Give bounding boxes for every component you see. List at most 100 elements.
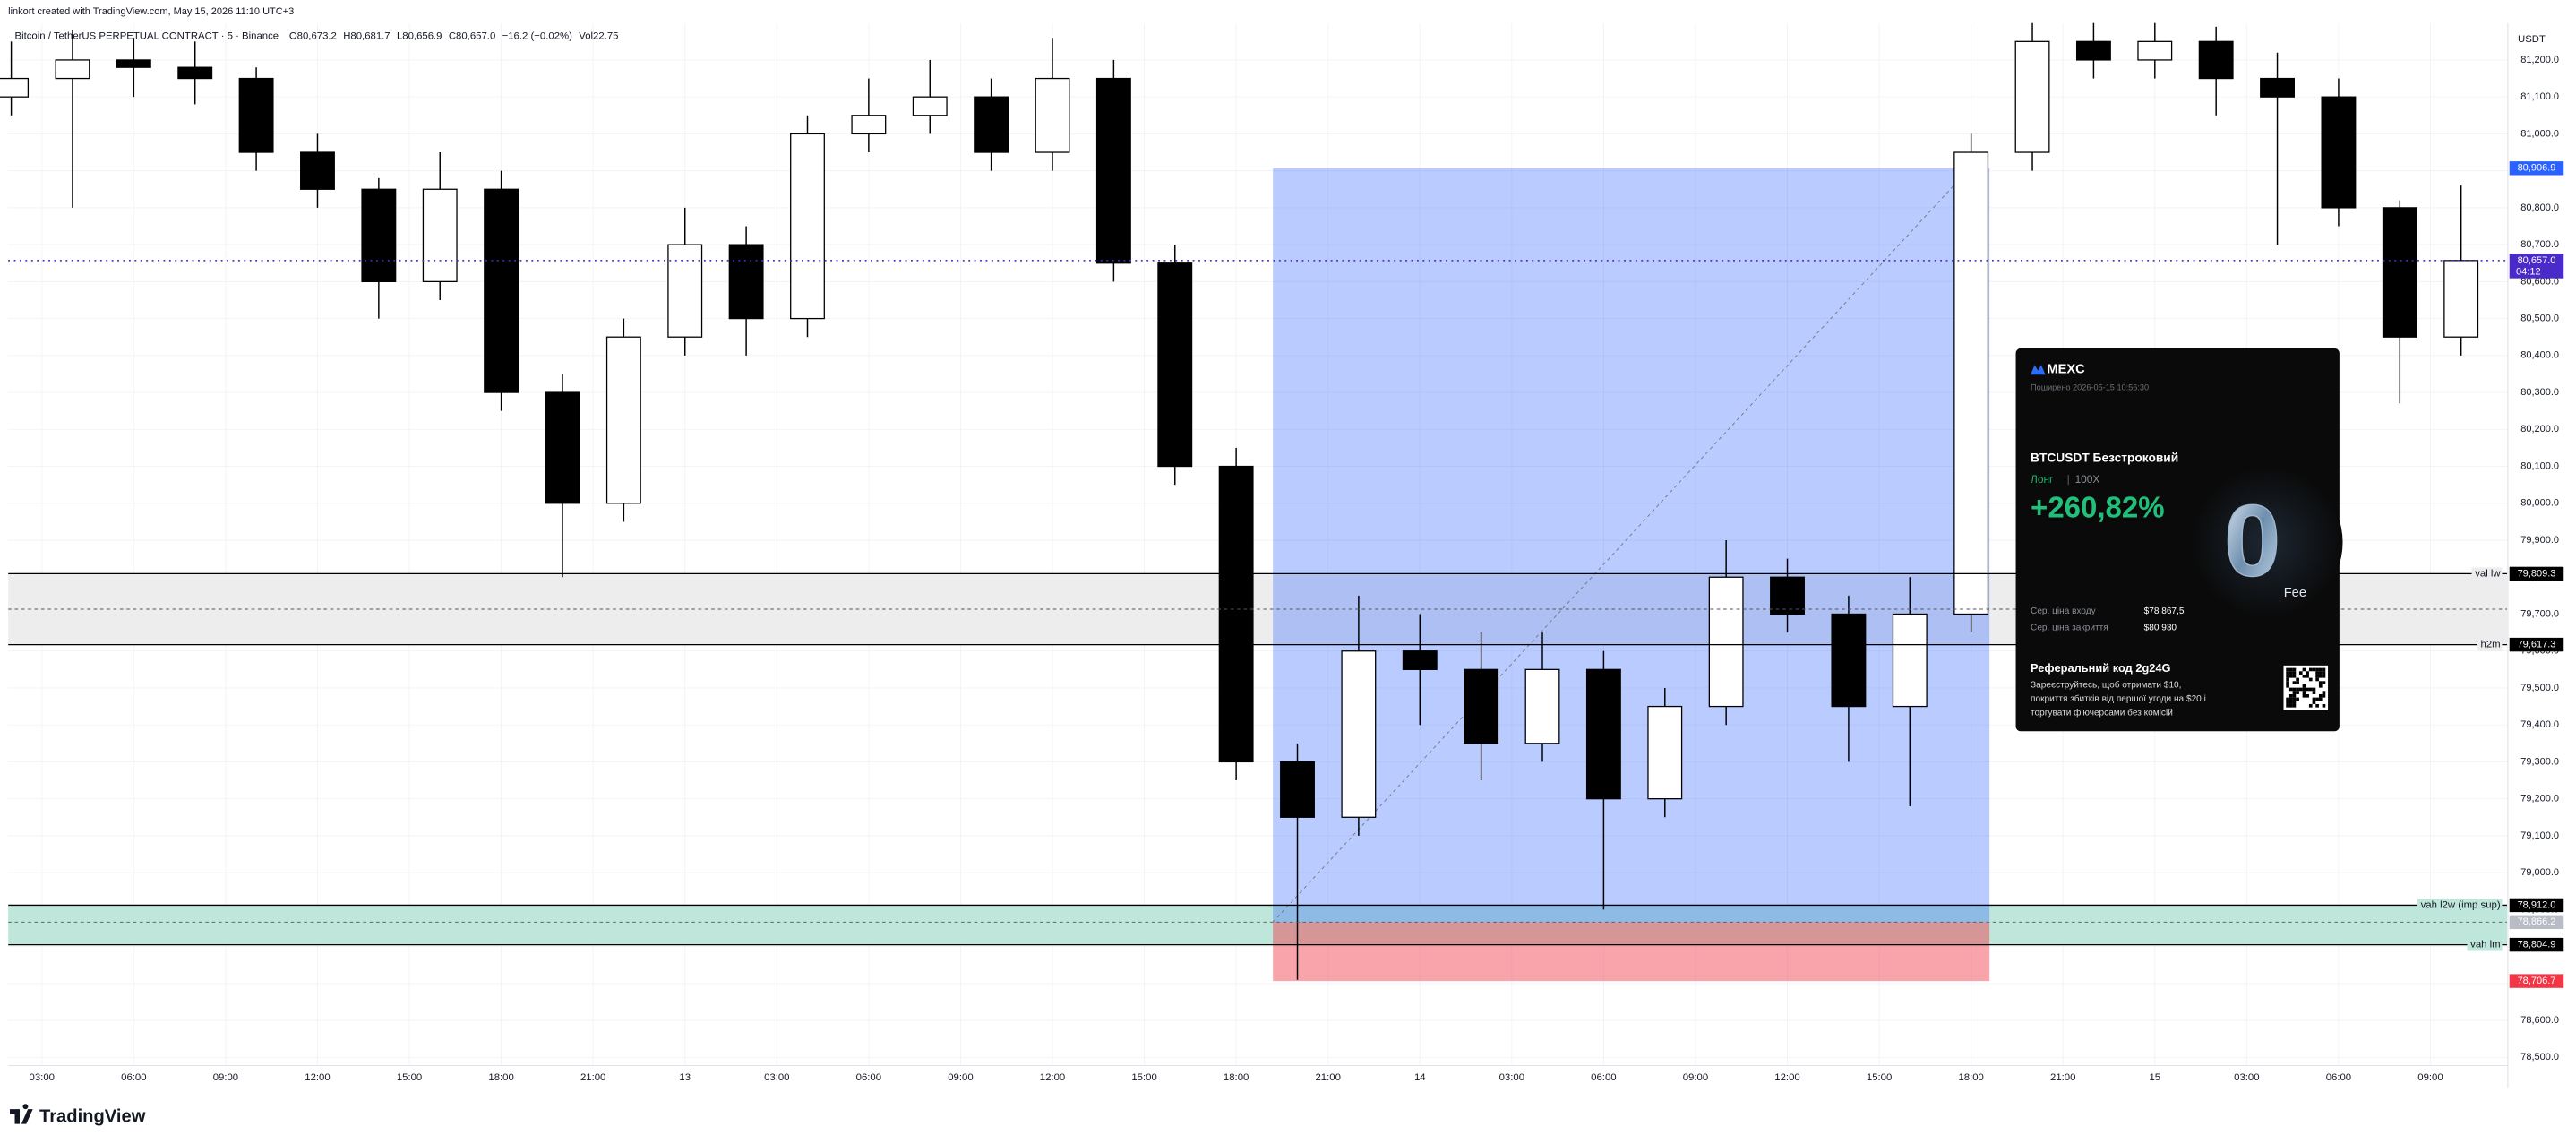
candle-body (790, 133, 825, 320)
qr-cell (2308, 667, 2313, 672)
card-side: Лонг (2031, 473, 2053, 486)
qr-cell (2302, 684, 2306, 688)
qr-cell (2292, 667, 2297, 672)
qr-cell (2315, 667, 2319, 672)
y-tick-label: 79,200.0 (2520, 794, 2559, 804)
level-label: val lw (2475, 568, 2501, 579)
candle-body (55, 59, 90, 80)
footer-logo: TradingView (10, 1104, 146, 1127)
legend-value: Vol22.75 (579, 30, 618, 41)
legend-value: L80,656.9 (397, 30, 442, 41)
qr-cell (2292, 681, 2297, 684)
qr-cell (2288, 671, 2293, 675)
qr-cell (2306, 687, 2309, 692)
qr-cell (2288, 687, 2293, 692)
candle-body (1831, 613, 1867, 708)
target-price-bg (2509, 161, 2564, 176)
x-tick-label: 21:00 (1315, 1072, 1340, 1083)
card-symbol: BTCUSDT Безстроковий (2031, 451, 2178, 464)
y-tick-label: 80,000.0 (2520, 498, 2559, 509)
candle-body (2260, 77, 2295, 98)
y-tick-label: 79,500.0 (2520, 683, 2559, 693)
qr-cell (2286, 667, 2289, 672)
candle-body (2075, 40, 2111, 61)
qr-cell (2292, 701, 2297, 704)
candle-body (177, 66, 213, 80)
qr-cell (2308, 703, 2313, 708)
qr-cell (2292, 674, 2297, 678)
x-tick-label: 06:00 (2326, 1072, 2351, 1083)
y-tick-label: 78,600.0 (2520, 1015, 2559, 1026)
y-tick-label: 79,400.0 (2520, 719, 2559, 730)
badge-glow (2191, 466, 2343, 618)
qr-cell (2286, 671, 2289, 675)
candle-body (238, 77, 274, 153)
x-tick-label: 21:00 (580, 1072, 605, 1083)
legend-value: −16.2 (−0.02%) (502, 30, 573, 41)
qr-cell (2318, 697, 2323, 701)
y-tick-label: 80,100.0 (2520, 460, 2559, 471)
card-referral: Реферальний код 2g24G (2031, 661, 2171, 675)
candle-body (728, 244, 764, 320)
level-label: vah lm (2470, 940, 2500, 950)
x-tick-label: 15:00 (1131, 1072, 1156, 1083)
candle-body (2137, 40, 2173, 61)
x-tick-label: 06:00 (1591, 1072, 1616, 1083)
level-price-bg (2509, 637, 2564, 652)
qr-cell (2286, 703, 2289, 708)
qr-cell (2318, 671, 2323, 675)
qr-cell (2322, 691, 2326, 694)
candle-body (361, 188, 397, 282)
card-leverage: 100X (2075, 473, 2100, 486)
y-tick-label: 81,100.0 (2520, 91, 2559, 102)
qr-cell (2292, 671, 2297, 675)
y-unit: USDT (2518, 34, 2546, 45)
qr-cell (2312, 691, 2316, 694)
qr-cell (2292, 697, 2297, 701)
qr-cell (2318, 667, 2323, 672)
qr-cell (2302, 674, 2306, 678)
x-tick-label: 09:00 (213, 1072, 238, 1083)
qr-cell (2296, 677, 2299, 682)
candle-body (1402, 650, 1438, 670)
level-price: 78,804.9 (2518, 940, 2556, 950)
qr-cell (2286, 701, 2289, 704)
qr-cell (2286, 681, 2289, 684)
level-label: vah l2w (imp sup) (2421, 899, 2501, 910)
qr-cell (2296, 687, 2299, 692)
qr-cell (2286, 674, 2289, 678)
y-tick-label: 79,300.0 (2520, 756, 2559, 767)
level-price-bg (2509, 898, 2564, 913)
y-tick-label: 80,800.0 (2520, 202, 2559, 213)
candle-body (1157, 262, 1193, 468)
entry-price-bg (2509, 915, 2564, 930)
x-tick-label: 18:00 (1958, 1072, 1983, 1083)
qr-cell (2296, 697, 2299, 701)
candle-body (1035, 77, 1070, 153)
candle-body (2014, 40, 2050, 153)
qr-cell (2292, 691, 2297, 694)
x-tick-label: 12:00 (1774, 1072, 1799, 1083)
qr-cell (2288, 667, 2293, 672)
qr-cell (2306, 693, 2309, 698)
level-price: 79,809.3 (2518, 568, 2556, 579)
card-promo: торгувати ф'ючерсами без комісій (2031, 708, 2173, 718)
level-price-bg (2509, 566, 2564, 581)
last-price: 80,657.0 (2518, 255, 2556, 266)
candle-body (912, 96, 948, 116)
candle-body (1341, 650, 1377, 818)
qr-cell (2318, 674, 2323, 678)
candle-body (116, 59, 151, 68)
position-target (1273, 168, 1990, 923)
card-promo: покриття збитків від першої угоди на $20… (2031, 693, 2206, 704)
card-close-value: $80 930 (2144, 623, 2177, 632)
qr-cell (2288, 693, 2293, 698)
zone (8, 905, 2507, 945)
y-tick-label: 80,400.0 (2520, 350, 2559, 361)
candle-body (2382, 207, 2417, 338)
x-tick-label: 09:00 (948, 1072, 973, 1083)
card-entry-value: $78 867,5 (2144, 606, 2185, 616)
candle-body (0, 77, 30, 98)
promo-card: MEXC Поширено 2026-05-15 10:56:30 BTCUSD… (2015, 348, 2343, 732)
x-tick-label: 09:00 (2417, 1072, 2443, 1083)
